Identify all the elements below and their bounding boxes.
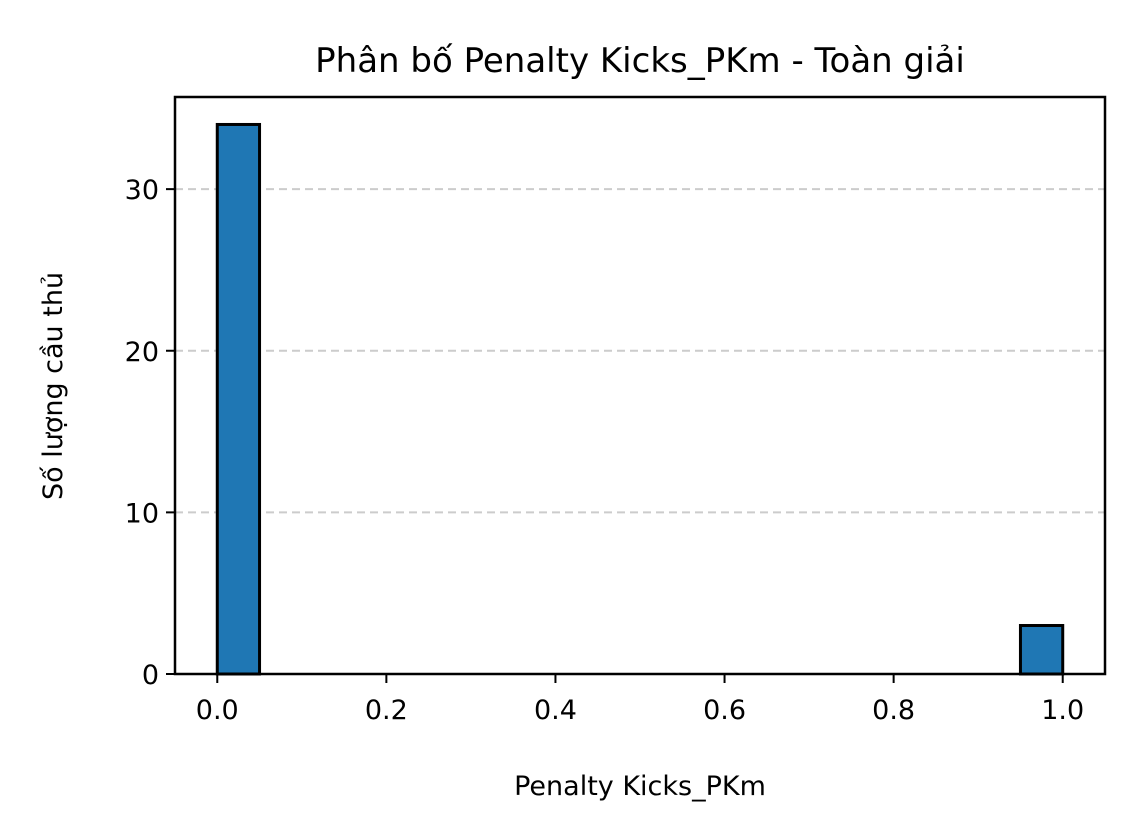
x-tick-label: 0.8 <box>872 695 915 726</box>
chart-title: Phân bố Penalty Kicks_PKm - Toàn giải <box>315 41 965 81</box>
y-axis-label: Số lượng cầu thủ <box>38 272 69 500</box>
x-tick-label: 0.0 <box>196 695 239 726</box>
grid-lines <box>175 188 1105 514</box>
plot-frame <box>173 95 1107 676</box>
y-tick-label: 30 <box>125 175 159 206</box>
x-axis-label: Penalty Kicks_PKm <box>514 771 766 802</box>
y-axis-ticks: 0 10 20 30 <box>125 175 175 691</box>
x-tick-label: 0.2 <box>365 695 408 726</box>
y-tick-label: 20 <box>125 337 159 368</box>
histogram-bar <box>215 122 262 676</box>
y-tick-label: 10 <box>125 498 159 529</box>
x-axis-ticks: 0.0 0.2 0.4 0.6 0.8 1.0 <box>196 674 1084 726</box>
x-tick-label: 1.0 <box>1041 695 1084 726</box>
y-tick-label: 0 <box>142 660 159 691</box>
x-tick-label: 0.6 <box>703 695 746 726</box>
bars <box>215 122 1065 676</box>
histogram-bar <box>1018 624 1065 676</box>
x-tick-label: 0.4 <box>534 695 577 726</box>
